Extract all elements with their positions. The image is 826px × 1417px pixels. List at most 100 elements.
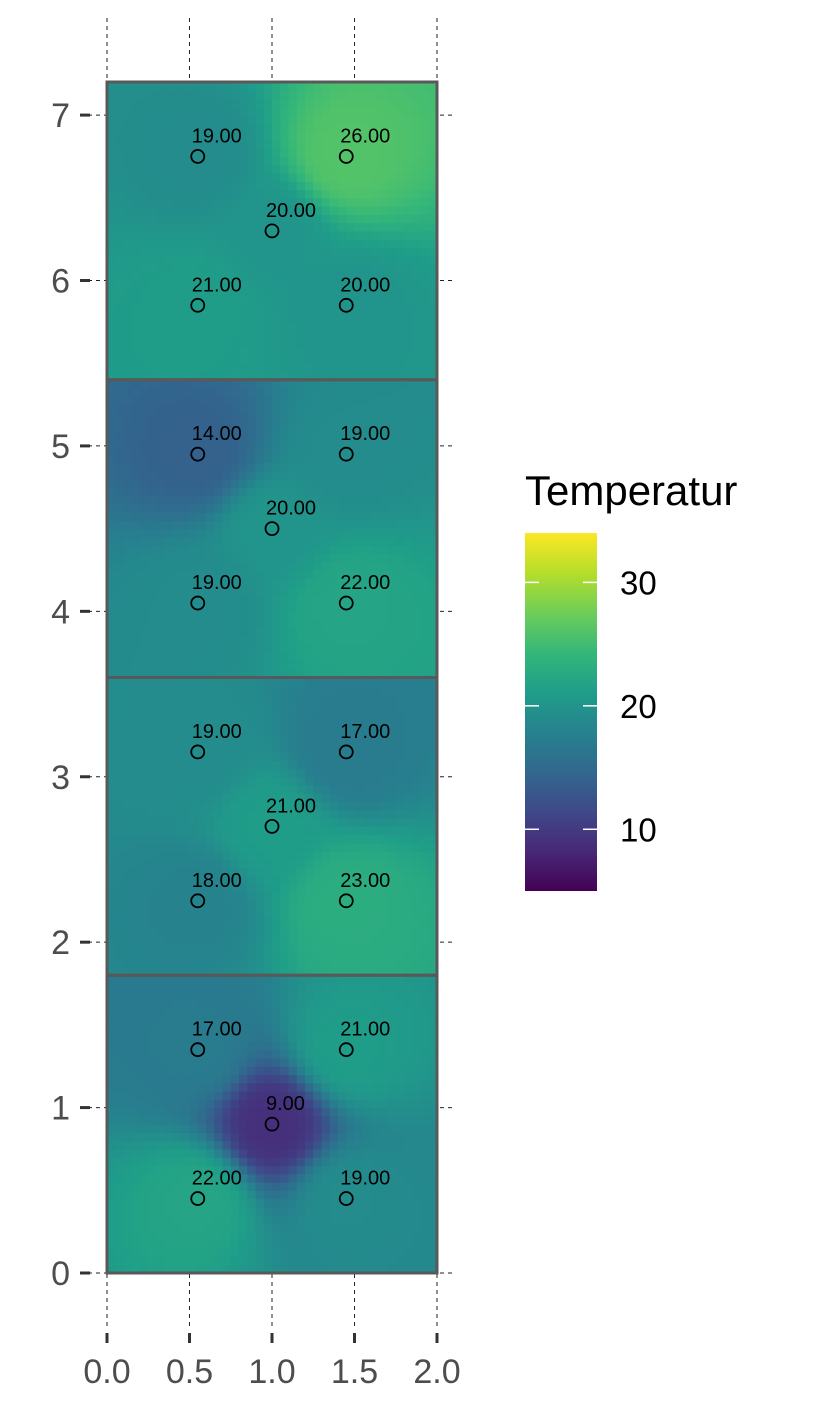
heat-cell bbox=[362, 859, 372, 869]
heat-cell bbox=[181, 917, 191, 927]
heat-cell bbox=[395, 1264, 405, 1274]
heat-cell bbox=[305, 1231, 314, 1241]
heat-cell bbox=[379, 586, 389, 596]
heat-cell bbox=[206, 876, 215, 885]
heat-cell bbox=[181, 181, 191, 191]
heat-cell bbox=[395, 1124, 405, 1133]
heat-cell bbox=[148, 239, 158, 249]
heat-cell bbox=[420, 1115, 430, 1125]
heat-cell bbox=[197, 644, 207, 654]
heat-cell bbox=[305, 768, 314, 778]
heat-cell bbox=[288, 404, 298, 414]
heat-cell bbox=[371, 1033, 380, 1043]
heat-cell bbox=[189, 82, 199, 91]
heat-cell bbox=[428, 685, 438, 695]
heat-cell bbox=[115, 222, 125, 232]
heat-cell bbox=[230, 222, 240, 232]
heat-cell bbox=[148, 710, 158, 720]
heat-cell bbox=[206, 586, 215, 596]
heat-cell bbox=[247, 239, 257, 249]
heat-cell bbox=[206, 768, 215, 778]
heat-cell bbox=[156, 925, 166, 935]
heat-cell bbox=[305, 909, 314, 918]
heat-cell bbox=[123, 1215, 133, 1224]
heat-cell bbox=[164, 1198, 174, 1208]
heat-cell bbox=[420, 1256, 430, 1266]
heat-cell bbox=[321, 710, 331, 720]
heat-cell bbox=[107, 694, 116, 703]
heat-cell bbox=[115, 1256, 125, 1266]
heat-cell bbox=[395, 528, 405, 538]
heat-cell bbox=[206, 313, 215, 323]
heat-cell bbox=[197, 528, 207, 538]
heat-cell bbox=[140, 1256, 149, 1266]
heat-cell bbox=[214, 1165, 224, 1175]
heat-cell bbox=[131, 82, 141, 91]
heat-cell bbox=[181, 354, 191, 364]
heat-cell bbox=[123, 1124, 133, 1133]
heat-cell bbox=[140, 842, 149, 852]
heat-cell bbox=[321, 627, 331, 637]
heat-cell bbox=[164, 1190, 174, 1200]
heat-cell bbox=[206, 206, 215, 215]
heat-cell bbox=[156, 239, 166, 249]
heat-cell bbox=[288, 1049, 298, 1059]
heat-cell bbox=[329, 445, 339, 455]
heat-cell bbox=[321, 867, 331, 877]
heat-cell bbox=[206, 1206, 215, 1216]
heat-cell bbox=[362, 834, 372, 844]
heat-cell bbox=[354, 1231, 364, 1241]
heat-cell bbox=[379, 958, 389, 968]
heat-cell bbox=[230, 942, 240, 952]
heat-cell bbox=[255, 528, 265, 538]
heat-cell bbox=[230, 1132, 240, 1142]
heat-cell bbox=[404, 561, 413, 571]
heat-cell bbox=[173, 90, 182, 100]
heat-cell bbox=[313, 793, 323, 803]
heat-cell bbox=[107, 611, 116, 621]
heat-cell bbox=[181, 346, 191, 356]
heat-cell bbox=[214, 768, 224, 778]
heat-cell bbox=[371, 1157, 380, 1167]
heat-cell bbox=[197, 470, 207, 480]
heat-cell bbox=[140, 470, 149, 480]
heat-cell bbox=[338, 735, 347, 745]
heat-cell bbox=[280, 876, 290, 885]
heat-cell bbox=[107, 1024, 116, 1034]
heat-cell bbox=[354, 1173, 364, 1183]
heat-cell bbox=[156, 677, 166, 687]
heat-cell bbox=[107, 528, 116, 538]
heat-cell bbox=[280, 669, 290, 679]
heat-cell bbox=[148, 214, 158, 224]
heat-cell bbox=[329, 975, 339, 985]
heat-cell bbox=[288, 660, 298, 670]
heat-cell bbox=[164, 239, 174, 249]
heat-cell bbox=[189, 528, 199, 538]
heat-cell bbox=[247, 702, 257, 712]
heat-cell bbox=[412, 652, 422, 662]
heat-cell bbox=[387, 1182, 397, 1191]
heat-cell bbox=[354, 983, 364, 993]
heat-cell bbox=[280, 743, 290, 753]
heat-cell bbox=[197, 801, 207, 811]
heat-cell bbox=[371, 801, 380, 811]
heat-cell bbox=[428, 561, 438, 571]
heat-cell bbox=[222, 462, 232, 472]
heat-cell bbox=[288, 569, 298, 579]
heat-cell bbox=[354, 396, 364, 406]
heat-cell bbox=[420, 479, 430, 488]
heat-cell bbox=[296, 760, 306, 770]
heat-cell bbox=[379, 694, 389, 703]
heat-cell bbox=[115, 1132, 125, 1142]
heat-cell bbox=[115, 181, 125, 191]
heat-cell bbox=[379, 892, 389, 902]
heat-cell bbox=[239, 983, 248, 993]
heat-cell bbox=[338, 528, 347, 538]
heat-cell bbox=[189, 263, 199, 273]
heat-cell bbox=[346, 685, 356, 695]
heat-cell bbox=[156, 396, 166, 406]
heat-cell bbox=[214, 710, 224, 720]
heat-cell bbox=[222, 1148, 232, 1158]
heat-cell bbox=[148, 702, 158, 712]
heat-cell bbox=[140, 1140, 149, 1150]
